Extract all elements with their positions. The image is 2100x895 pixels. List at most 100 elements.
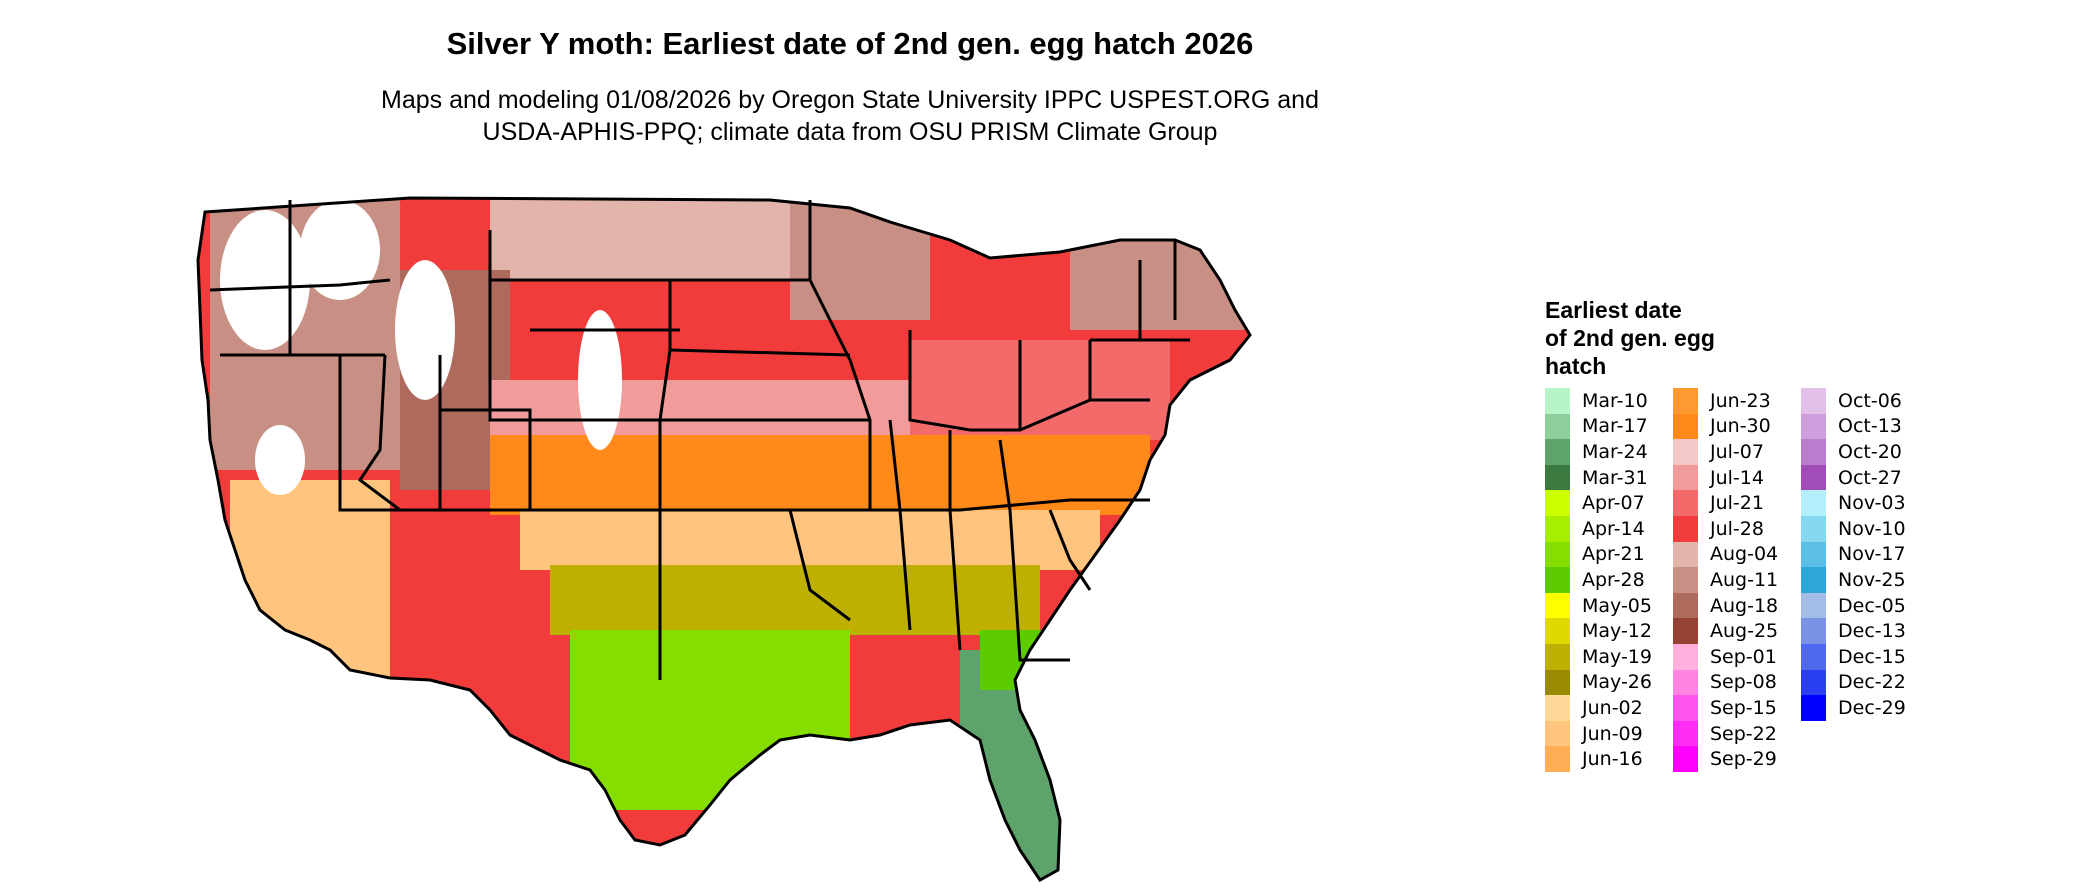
legend-item: Nov-17: [1801, 542, 1961, 568]
map-subtitle: Maps and modeling 01/08/2026 by Oregon S…: [240, 84, 1460, 148]
legend-column: Oct-06 Oct-13 Oct-20 Oct-27 Nov-03 Nov-10 Nov-…: [1801, 388, 1961, 721]
legend-swatch: [1545, 746, 1570, 772]
legend-item: Nov-10: [1801, 516, 1961, 542]
legend-label: Apr-21: [1582, 543, 1645, 565]
legend-label: Jun-23: [1710, 390, 1771, 412]
legend-label: Jun-16: [1582, 748, 1643, 770]
legend-swatch: [1545, 618, 1570, 644]
zone-south-texas: [570, 630, 850, 810]
legend-swatch: [1801, 388, 1826, 414]
legend-label: Jul-28: [1710, 518, 1764, 540]
legend-swatch: [1801, 414, 1826, 440]
legend-label: Sep-15: [1710, 697, 1777, 719]
legend-swatch: [1801, 542, 1826, 568]
legend-title-line-1: Earliest date: [1545, 296, 1805, 324]
legend-swatch: [1673, 695, 1698, 721]
legend-swatch: [1673, 388, 1698, 414]
legend-swatch: [1545, 721, 1570, 747]
legend-swatch: [1673, 670, 1698, 696]
legend-label: Mar-17: [1582, 415, 1648, 437]
legend-swatch: [1545, 439, 1570, 465]
legend-swatch: [1673, 542, 1698, 568]
legend-swatch: [1673, 618, 1698, 644]
legend-label: Oct-20: [1838, 441, 1902, 463]
legend-swatch: [1545, 593, 1570, 619]
legend-item: Sep-29: [1673, 746, 1833, 772]
legend-swatch: [1545, 695, 1570, 721]
legend-swatch: [1801, 670, 1826, 696]
legend-title-line-3: hatch: [1545, 352, 1805, 380]
zone-no-development-5: [255, 425, 305, 495]
legend-label: Dec-15: [1838, 646, 1906, 668]
legend-swatch: [1545, 516, 1570, 542]
legend-item: Dec-05: [1801, 593, 1961, 619]
legend-label: Jul-07: [1710, 441, 1764, 463]
legend-label: Jun-09: [1582, 723, 1643, 745]
legend-label: Nov-10: [1838, 518, 1906, 540]
legend-swatch: [1673, 593, 1698, 619]
zone-gulf-coast: [550, 565, 1040, 635]
legend-item: Nov-25: [1801, 567, 1961, 593]
zone-no-development-3: [395, 260, 455, 400]
legend-swatch: [1545, 567, 1570, 593]
legend-label: Dec-05: [1838, 595, 1906, 617]
legend-label: Aug-18: [1710, 595, 1778, 617]
legend-label: Nov-03: [1838, 492, 1906, 514]
legend-swatch: [1801, 490, 1826, 516]
legend-title-line-2: of 2nd gen. egg: [1545, 324, 1805, 352]
legend-swatch: [1673, 439, 1698, 465]
legend-item: Oct-27: [1801, 465, 1961, 491]
zone-south-florida: [960, 650, 1080, 890]
legend-swatch: [1545, 465, 1570, 491]
zone-new-england: [1070, 220, 1250, 330]
map-title: Silver Y moth: Earliest date of 2nd gen.…: [0, 26, 1700, 62]
legend-label: Mar-10: [1582, 390, 1648, 412]
legend-label: Oct-13: [1838, 415, 1902, 437]
legend-swatch: [1801, 567, 1826, 593]
legend-label: Nov-25: [1838, 569, 1906, 591]
legend-item: Sep-22: [1673, 721, 1833, 747]
legend-title: Earliest date of 2nd gen. egg hatch: [1545, 296, 1805, 380]
legend-label: Dec-22: [1838, 671, 1906, 693]
legend-swatch: [1673, 516, 1698, 542]
legend-label: Apr-14: [1582, 518, 1645, 540]
legend-label: Nov-17: [1838, 543, 1906, 565]
legend-label: Jun-30: [1710, 415, 1771, 437]
legend: Mar-10 Mar-17 Mar-24 Mar-31 Apr-07 Apr-14 Apr-…: [1545, 388, 2065, 778]
legend-label: Apr-28: [1582, 569, 1645, 591]
legend-item: Oct-13: [1801, 414, 1961, 440]
legend-swatch: [1801, 516, 1826, 542]
legend-label: Aug-11: [1710, 569, 1778, 591]
legend-label: Oct-27: [1838, 467, 1902, 489]
legend-swatch: [1801, 644, 1826, 670]
us-map-svg: [190, 180, 1520, 890]
legend-swatch: [1545, 644, 1570, 670]
legend-label: Aug-25: [1710, 620, 1778, 642]
legend-swatch: [1545, 542, 1570, 568]
subtitle-line-1: Maps and modeling 01/08/2026 by Oregon S…: [240, 84, 1460, 116]
legend-label: Sep-08: [1710, 671, 1777, 693]
legend-item: Oct-20: [1801, 439, 1961, 465]
legend-swatch: [1545, 388, 1570, 414]
legend-label: Sep-22: [1710, 723, 1777, 745]
legend-item: Oct-06: [1801, 388, 1961, 414]
legend-swatch: [1673, 414, 1698, 440]
legend-item: Dec-22: [1801, 670, 1961, 696]
legend-swatch: [1801, 439, 1826, 465]
legend-swatch: [1673, 465, 1698, 491]
legend-item: Dec-13: [1801, 618, 1961, 644]
legend-swatch: [1801, 593, 1826, 619]
legend-label: Sep-29: [1710, 748, 1777, 770]
legend-label: May-19: [1582, 646, 1652, 668]
legend-label: Mar-31: [1582, 467, 1648, 489]
legend-label: May-12: [1582, 620, 1652, 642]
legend-item: Nov-03: [1801, 490, 1961, 516]
legend-label: Dec-29: [1838, 697, 1906, 719]
legend-item: Dec-15: [1801, 644, 1961, 670]
legend-label: Jul-21: [1710, 492, 1764, 514]
legend-swatch: [1673, 567, 1698, 593]
legend-label: Aug-04: [1710, 543, 1778, 565]
legend-label: Mar-24: [1582, 441, 1648, 463]
subtitle-line-2: USDA-APHIS-PPQ; climate data from OSU PR…: [240, 116, 1460, 148]
legend-swatch: [1545, 670, 1570, 696]
